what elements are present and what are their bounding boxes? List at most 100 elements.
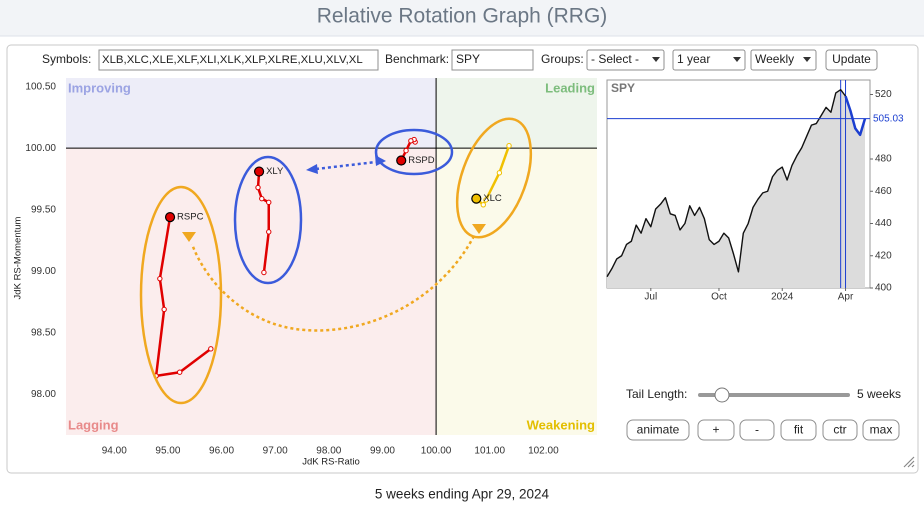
y-tick-label: 460 <box>875 186 892 197</box>
price-area <box>607 89 865 289</box>
series-label: XLC <box>483 193 502 204</box>
series-label: RSPD <box>408 155 435 166</box>
y-tick-label: 100.00 <box>25 143 56 154</box>
period-select[interactable] <box>672 49 746 71</box>
button-label: + <box>712 423 719 437</box>
button-label: animate <box>637 423 680 437</box>
benchmark-value: SPY <box>456 52 480 66</box>
y-tick-label: 98.50 <box>31 327 56 338</box>
highlight-ellipse <box>233 155 303 285</box>
y-tick-label: 520 <box>875 89 892 100</box>
control-button[interactable] <box>739 419 775 441</box>
tail-point <box>480 202 486 208</box>
control-button[interactable] <box>862 419 900 441</box>
benchmark-input[interactable] <box>451 49 534 71</box>
header-band <box>0 0 924 36</box>
x-tick-label: 98.00 <box>316 446 341 457</box>
x-tick-label: 2024 <box>771 292 794 303</box>
tail-length-label: Tail Length: <box>626 387 687 401</box>
x-tick-label: 100.00 <box>421 446 452 457</box>
tail-price-line <box>844 95 867 137</box>
control-button[interactable] <box>780 419 817 441</box>
tail-point <box>483 197 489 203</box>
y-tick-label: 420 <box>875 250 892 261</box>
button-label: ctr <box>833 423 846 437</box>
benchmark-label: Benchmark: <box>385 52 449 66</box>
tail-point <box>266 199 272 206</box>
annotation-arrow <box>315 160 377 171</box>
last-value-box <box>871 112 904 125</box>
x-tick-label: Oct <box>711 292 727 303</box>
last-value-label: 505.03 <box>873 113 904 124</box>
tail-point <box>408 138 414 144</box>
quadrant-label: Improving <box>68 80 131 95</box>
control-button[interactable] <box>626 419 690 441</box>
series-label: RSPC <box>177 212 204 223</box>
update-button[interactable] <box>825 49 878 71</box>
period-value: 1 year <box>677 52 710 66</box>
x-tick-label: 95.00 <box>155 446 180 457</box>
x-tick-label: 99.00 <box>370 446 395 457</box>
tail-point <box>208 346 214 352</box>
x-tick-label: 96.00 <box>209 446 234 457</box>
x-tick-label: 94.00 <box>102 446 127 457</box>
dropdown-arrow <box>733 57 741 62</box>
interval-select[interactable] <box>750 49 817 71</box>
slider-knob[interactable] <box>714 387 730 403</box>
control-button[interactable] <box>697 419 735 441</box>
y-tick-label: 99.50 <box>31 204 56 215</box>
interval-value: Weekly <box>755 52 794 66</box>
y-tick-label: 400 <box>875 283 892 294</box>
y-tick-label: 98.00 <box>31 389 56 400</box>
quadrant-label: Weakening <box>527 417 595 432</box>
tail-point <box>506 143 512 149</box>
head-point <box>471 193 482 204</box>
groups-label: Groups: <box>541 52 584 66</box>
resize-handle <box>903 456 915 468</box>
tail-point <box>259 195 265 202</box>
highlight-ellipse <box>374 128 454 176</box>
quadrant <box>66 148 437 436</box>
highlight-ellipse <box>139 185 223 405</box>
rrg-chart: Improving Leading Lagging Weakening 94.00 95.… <box>13 78 597 468</box>
tail-length-value: 5 weeks <box>857 387 901 401</box>
tail-point <box>496 170 503 176</box>
quadrant <box>66 78 437 149</box>
x-axis-title: JdK RS-Ratio <box>302 457 360 468</box>
tail-point <box>157 275 163 282</box>
x-tick-label: 102.00 <box>528 446 559 457</box>
tail-point <box>161 306 167 313</box>
head-point <box>396 155 407 166</box>
y-tick-label: 99.00 <box>31 266 56 277</box>
quadrant <box>436 148 597 436</box>
tail-point <box>177 369 183 375</box>
x-tick-label: 97.00 <box>263 446 288 457</box>
benchmark-chart: 400 420 440 460 480 520 Jul Oct 2024 Apr 505.03 SPY <box>606 79 904 303</box>
y-tick-label: 480 <box>875 154 892 165</box>
head-point <box>253 166 265 177</box>
button-row: animate + - fit ctr max <box>626 419 900 441</box>
y-tick-label: 100.50 <box>25 81 56 92</box>
tail-point <box>261 269 267 276</box>
head-point <box>164 212 176 223</box>
y-tick-label: 440 <box>875 218 892 229</box>
quadrant-label: Leading <box>545 80 595 95</box>
button-label: - <box>755 423 759 437</box>
symbols-value: XLB,XLC,XLE,XLF,XLI,XLK,XLP,XLRE,XLU,XLV… <box>102 54 363 66</box>
control-button[interactable] <box>822 419 858 441</box>
tail-point <box>255 184 261 191</box>
groups-select[interactable] <box>586 49 665 71</box>
x-tick-label: Apr <box>838 292 854 303</box>
dropdown-arrow <box>652 57 660 62</box>
symbols-input[interactable] <box>98 49 379 71</box>
annotations <box>139 117 533 405</box>
button-label: fit <box>794 423 804 437</box>
chart-title: SPY <box>611 81 635 95</box>
arrow-head <box>306 155 386 174</box>
tail-line <box>154 216 212 378</box>
x-tick-label: Jul <box>644 292 657 303</box>
tail-point <box>266 229 272 235</box>
tail-point <box>403 147 409 154</box>
annotation-arrow <box>190 235 476 332</box>
